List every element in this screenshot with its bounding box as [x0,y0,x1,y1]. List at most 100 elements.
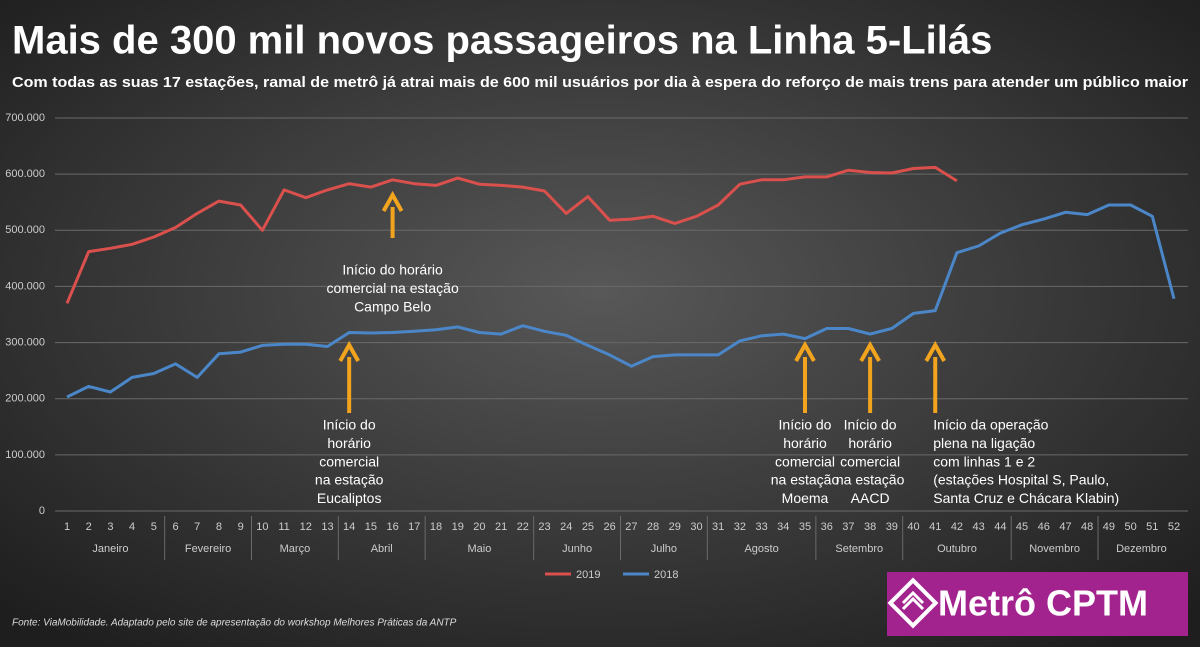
annotation-arrow-head [924,340,946,362]
annotation-text: na estação [771,472,840,488]
annotation-text: plena na ligação [933,435,1035,451]
x-tick-label: 6 [172,521,178,533]
x-tick-label: 33 [755,521,767,533]
series-line [66,203,1176,399]
x-tick-label: 22 [517,521,529,533]
x-tick-label: 38 [864,521,876,533]
x-tick-label: 18 [430,521,442,533]
annotation-text: comercial na estação [326,280,459,296]
x-tick-label: 44 [994,521,1006,533]
x-tick-label: 7 [194,521,200,533]
x-tick-label: 49 [1103,521,1115,533]
y-tick-label: 400.000 [5,280,45,292]
month-label: Abril [371,543,393,555]
x-tick-label: 34 [777,521,789,533]
x-tick-label: 40 [907,521,919,533]
x-tick-label: 1 [64,521,70,533]
annotation-text: Início do [323,417,376,433]
chart-subtitle: Com todas as suas 17 estações, ramal de … [12,75,1188,91]
x-tick-label: 17 [408,521,420,533]
x-tick-label: 14 [343,521,355,533]
x-tick-label: 24 [560,521,572,533]
annotation-text: Início da operação [933,417,1048,433]
month-label: Outubro [937,543,977,555]
x-tick-label: 4 [129,521,135,533]
month-label: Julho [651,543,677,555]
month-label: Fevereiro [185,543,231,555]
month-label: Janeiro [92,543,128,555]
annotation-text: Início do [844,417,897,433]
x-tick-label: 13 [321,521,333,533]
annotation-text: comercial [319,453,379,469]
y-tick-label: 500.000 [5,224,45,236]
annotation-text: Campo Belo [354,298,431,314]
y-tick-label: 700.000 [5,112,45,124]
annotation-text: comercial [775,453,835,469]
y-tick-label: 0 [39,505,45,517]
x-tick-label: 41 [929,521,941,533]
logo-icon-lines [901,590,925,611]
annotation-text: com linhas 1 e 2 [933,453,1035,469]
x-tick-label: 3 [107,521,113,533]
x-tick-label: 21 [495,521,507,533]
annotation-text: (estações Hospital S, Paulo, [933,472,1109,488]
series-line [65,165,958,304]
x-tick-label: 28 [647,521,659,533]
month-label: Maio [467,543,491,555]
x-tick-label: 10 [256,521,268,533]
x-tick-label: 11 [278,521,289,533]
x-tick-label: 32 [734,521,746,533]
annotation-arrow-head [338,340,360,362]
x-tick-label: 12 [300,521,312,533]
logo: Metrô CPTM [887,572,1188,636]
annotation-text: comercial [840,453,900,469]
x-tick-label: 39 [886,521,898,533]
x-tick-label: 47 [1059,521,1071,533]
x-tick-label: 30 [690,521,702,533]
x-tick-label: 36 [821,521,833,533]
x-tick-label: 31 [712,521,724,533]
x-tick-label: 15 [365,521,377,533]
logo-icon [887,577,939,629]
annotation-text: AACD [851,490,890,506]
annotation-text: horário [848,435,892,451]
x-tick-label: 29 [669,521,681,533]
y-tick-label: 200.000 [5,393,45,405]
annotation-text: Eucaliptos [317,490,382,506]
x-tick-label: 37 [842,521,854,533]
x-tick-label: 43 [973,521,985,533]
y-tick-label: 100.000 [5,449,45,461]
x-tick-label: 48 [1081,521,1093,533]
x-tick-label: 23 [538,521,550,533]
x-tick-label: 19 [452,521,464,533]
x-tick-label: 5 [151,521,157,533]
annotation-arrow-head [859,340,881,362]
month-label: Junho [562,543,592,555]
annotation-text: horário [327,435,371,451]
month-label: Agosto [744,543,778,555]
x-tick-label: 25 [582,521,594,533]
month-label: Dezembro [1116,543,1167,555]
x-tick-label: 27 [625,521,637,533]
annotation-text: na estação [836,472,905,488]
x-tick-label: 46 [1038,521,1050,533]
annotation-arrow-head [794,340,816,362]
month-label: Novembro [1029,543,1080,555]
month-label: Setembro [835,543,883,555]
x-tick-label: 45 [1016,521,1028,533]
annotation-arrow-head [381,190,404,212]
x-tick-label: 50 [1124,521,1136,533]
annotation-text: na estação [315,472,384,488]
annotation-text: horário [783,435,827,451]
source: Fonte: ViaMobilidade. Adaptado pelo site… [12,618,457,629]
x-tick-label: 51 [1146,521,1158,533]
annotation-text: Início do [779,417,832,433]
x-tick-label: 42 [951,521,963,533]
x-tick-label: 9 [238,521,244,533]
y-tick-label: 300.000 [5,336,45,348]
x-tick-label: 35 [799,521,811,533]
month-label: Março [280,543,311,555]
x-tick-label: 20 [473,521,485,533]
